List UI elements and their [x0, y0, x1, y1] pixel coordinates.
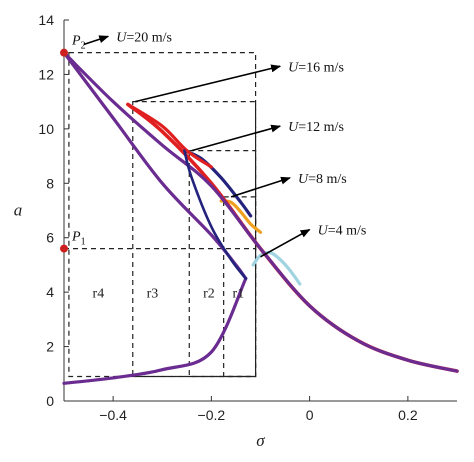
region-label-r1: r1: [233, 287, 245, 302]
series-u-4-m-s-curve: [251, 250, 302, 286]
dashed-box-1: [68, 52, 257, 378]
x-axis-label: σ: [256, 431, 265, 450]
x-tick-label: −0.2: [198, 407, 226, 423]
dashed-box-2: [132, 101, 257, 378]
annotation-label-8-m-s: U=8 m/s: [298, 172, 347, 187]
annotation-arrow-20-m-s: [83, 35, 110, 46]
series-u-20-middle-branch: [62, 51, 248, 281]
y-tick-label: 10: [38, 121, 54, 137]
annotation-value: =8 m/s: [308, 172, 347, 187]
series-u-20-lower-branch: [62, 276, 248, 385]
annotation-value: =12 m/s: [298, 120, 344, 135]
annotation-label-12-m-s: U=12 m/s: [288, 120, 344, 135]
y-axis-label: a: [14, 201, 23, 220]
point-p1-subscript: 1: [81, 237, 86, 248]
point-p2-base: P: [71, 34, 81, 49]
annotation-arrow-16-m-s: [135, 64, 282, 103]
y-tick-label: 0: [46, 393, 54, 409]
annotation-value: =4 m/s: [328, 224, 367, 239]
point-p1-label: P1: [71, 230, 86, 248]
annotation-variable: U: [298, 172, 309, 187]
y-tick-label: 6: [46, 230, 54, 246]
series-u-8-m-s-curve: [219, 199, 263, 234]
point-p1-marker: [60, 244, 68, 253]
annotation-value: =20 m/s: [126, 30, 172, 45]
series-u-12-middle-branch: [183, 149, 248, 280]
annotation-label-16-m-s: U=16 m/s: [288, 60, 344, 75]
axis-labels: σ a: [14, 201, 266, 451]
series-u-20-upper-branch: [62, 51, 459, 373]
x-tick-label: 0.2: [398, 407, 418, 423]
region-label-r3: r3: [147, 287, 159, 302]
point-p2-label: P2: [71, 34, 86, 52]
point-p1-base: P: [71, 230, 81, 245]
red-backbone-curve: [126, 102, 459, 373]
annotation-variable: U: [288, 120, 299, 135]
y-tick-label: 4: [46, 284, 54, 300]
point-p2-marker: [60, 48, 68, 57]
y-tick-label: 12: [38, 66, 54, 82]
annotation-value: =16 m/s: [298, 60, 344, 75]
y-tick-label: 2: [46, 339, 54, 355]
dashed-box-4: [223, 196, 257, 378]
annotation-variable: U: [116, 30, 127, 45]
annotation-variable: U: [288, 60, 299, 75]
y-tick-label: 8: [46, 175, 54, 191]
annotation-label-4-m-s: U=4 m/s: [318, 224, 367, 239]
annotation-variable: U: [318, 224, 329, 239]
region-label-r2: r2: [203, 287, 215, 302]
y-tick-label: 14: [38, 12, 54, 28]
dashed-box-3: [188, 150, 257, 378]
point-p2-subscript: 2: [81, 41, 86, 52]
x-tick-label: −0.4: [99, 407, 127, 423]
annotation-arrow-4-m-s: [260, 228, 311, 258]
x-tick-label: 0: [306, 407, 314, 423]
annotation-arrow-8-m-s: [230, 176, 291, 198]
annotation-label-20-m-s: U=20 m/s: [116, 30, 172, 45]
annotation-arrow-12-m-s: [191, 124, 282, 152]
region-label-r4: r4: [93, 287, 105, 302]
